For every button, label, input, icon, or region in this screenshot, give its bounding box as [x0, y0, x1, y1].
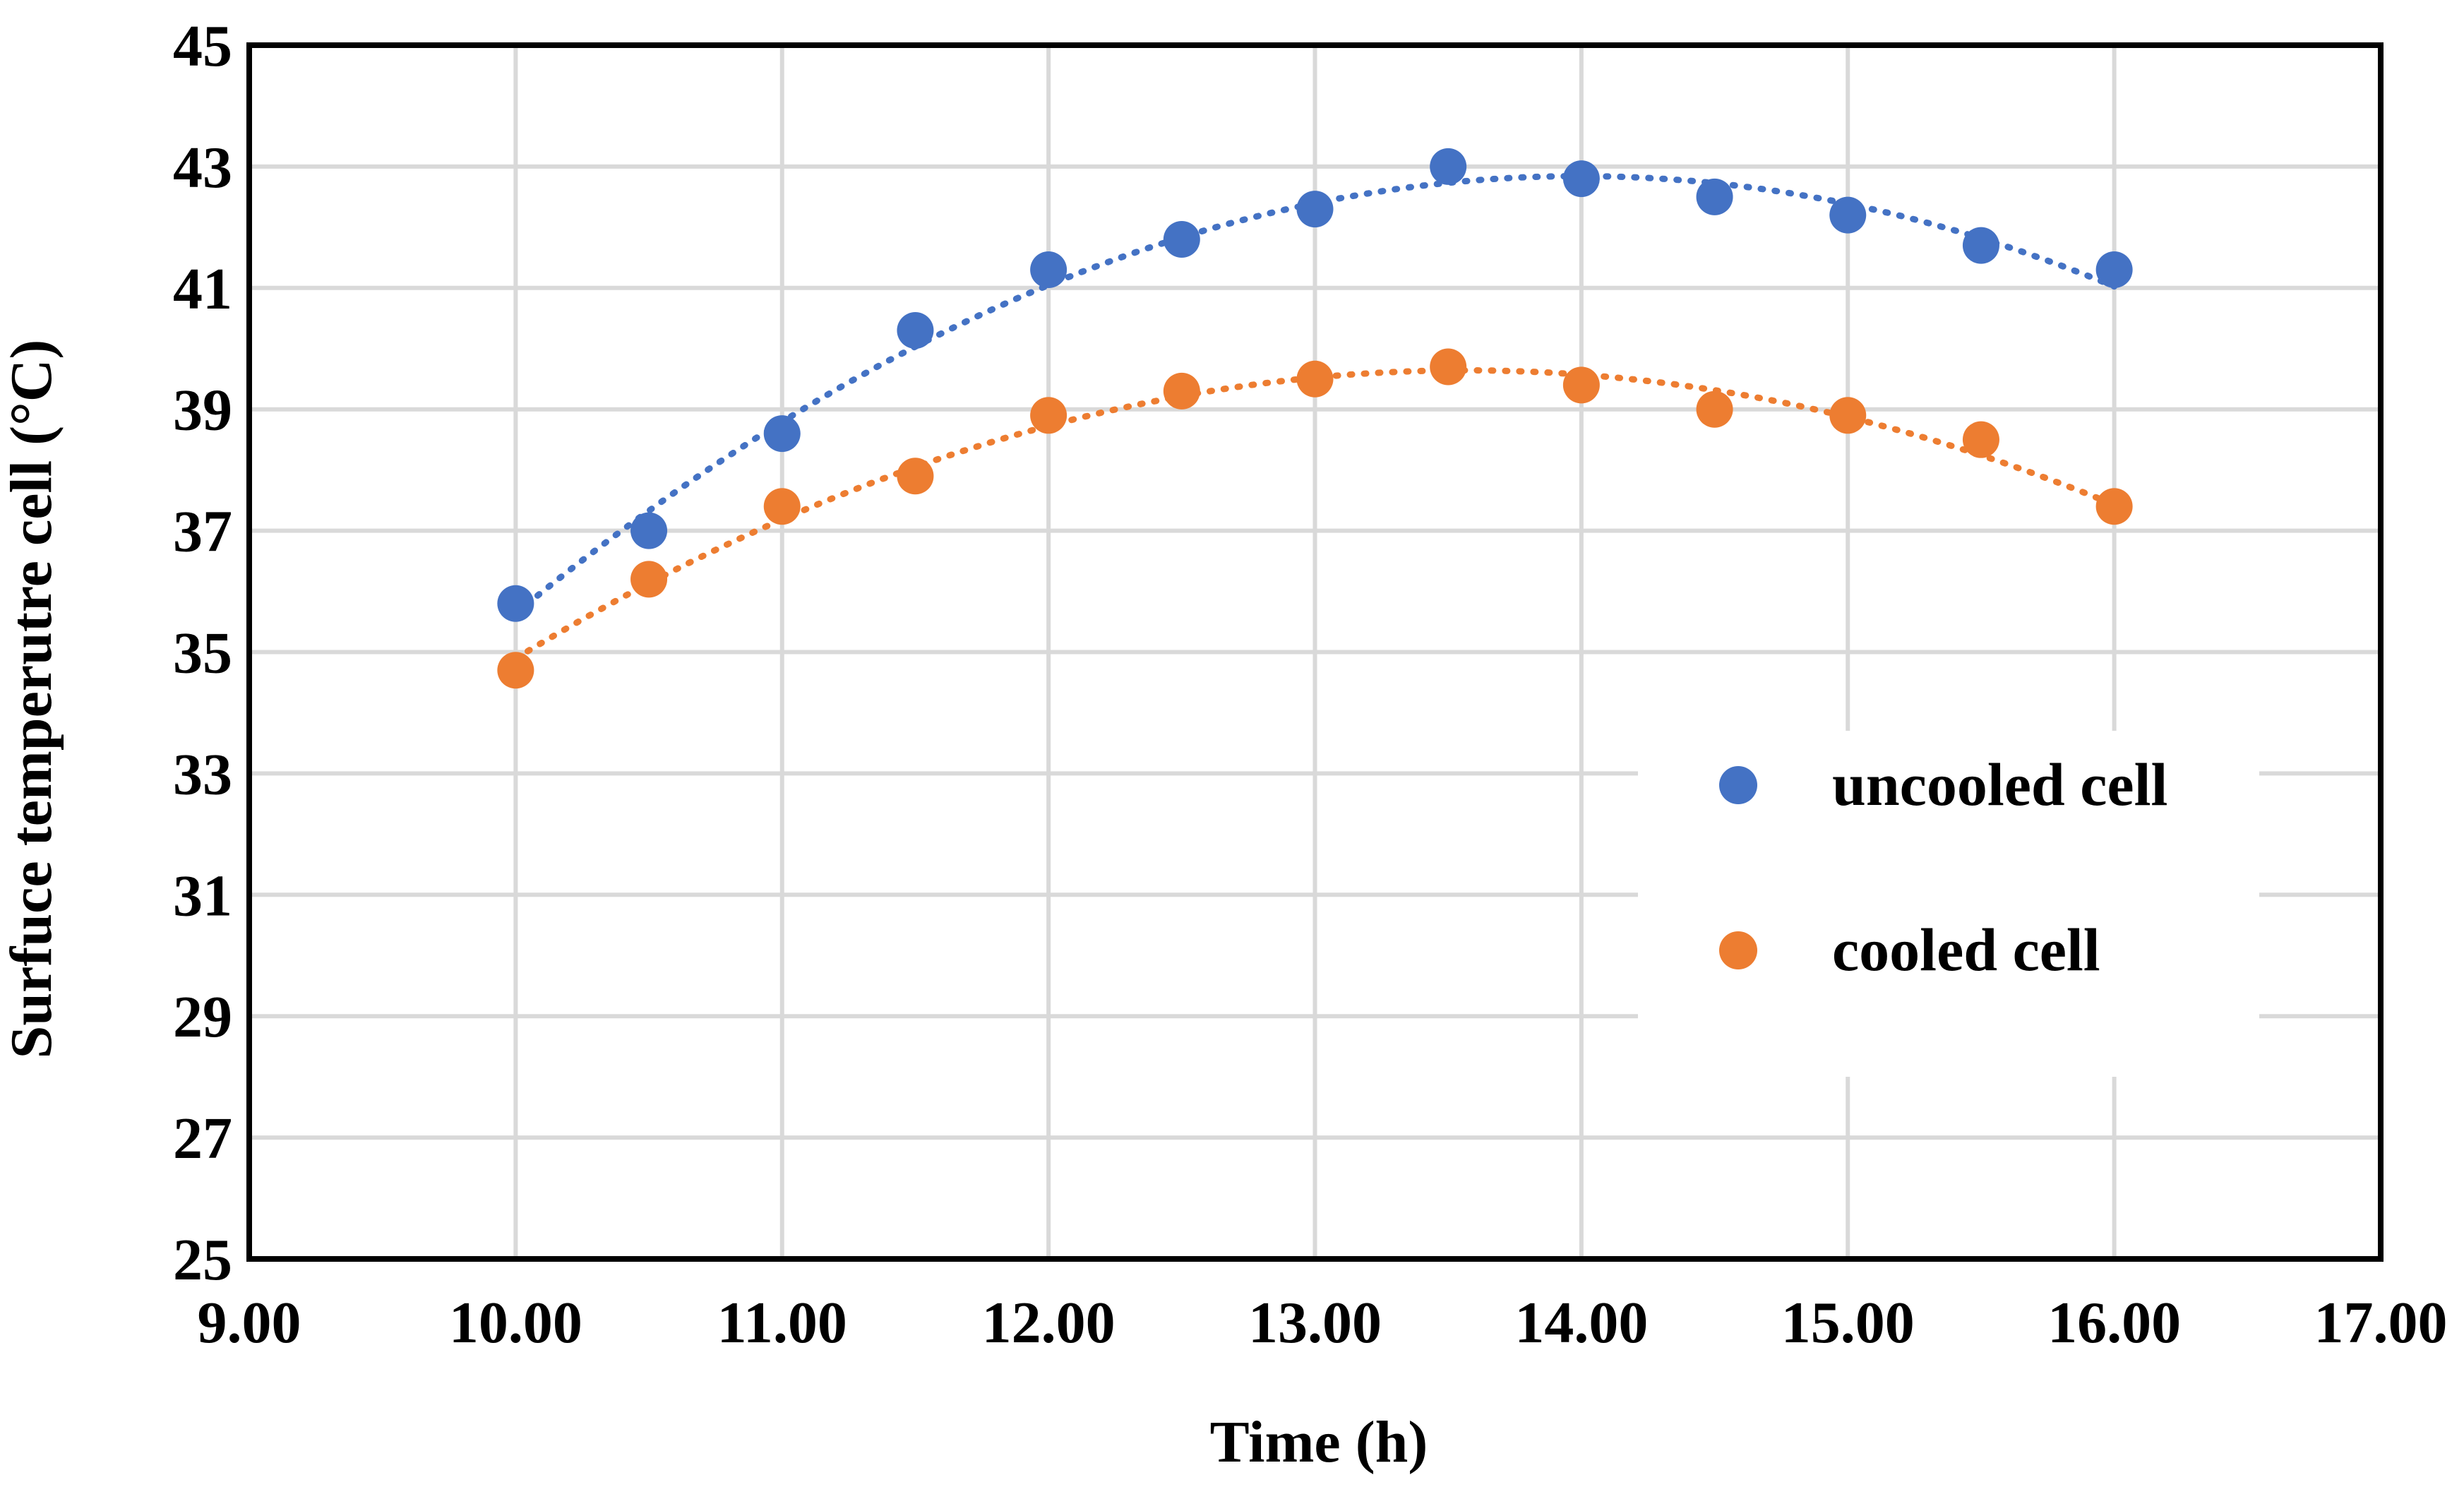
- data-point-cooled: [2095, 488, 2133, 525]
- data-point-uncooled: [1030, 251, 1067, 289]
- legend-marker-cooled: [1719, 931, 1757, 969]
- x-tick-label: 10.00: [449, 1290, 582, 1356]
- y-tick-label: 35: [173, 621, 232, 686]
- data-point-cooled: [763, 488, 801, 525]
- data-point-cooled: [1163, 372, 1200, 410]
- data-point-uncooled: [1696, 178, 1733, 215]
- y-tick-label: 37: [173, 499, 232, 565]
- data-point-cooled: [1296, 360, 1334, 398]
- x-axis-title: Time (h): [1210, 1409, 1428, 1475]
- data-point-cooled: [1696, 390, 1733, 428]
- data-point-uncooled: [1430, 148, 1467, 185]
- y-tick-label: 27: [173, 1106, 232, 1171]
- data-point-uncooled: [1962, 227, 1999, 264]
- data-point-cooled: [1430, 348, 1467, 386]
- data-point-cooled: [630, 561, 668, 598]
- data-point-uncooled: [2095, 251, 2133, 289]
- y-tick-label: 39: [173, 378, 232, 443]
- x-tick-label: 11.00: [717, 1290, 847, 1356]
- data-point-cooled: [1962, 421, 1999, 458]
- y-tick-label: 43: [173, 135, 232, 201]
- data-point-cooled: [1562, 366, 1600, 404]
- y-tick-label: 41: [173, 256, 232, 322]
- y-tick-label: 25: [173, 1227, 232, 1293]
- data-point-uncooled: [897, 311, 934, 349]
- y-tick-label: 45: [173, 13, 232, 79]
- legend-label-cooled: cooled cell: [1832, 916, 2100, 984]
- y-axis-title: Surfuce temperutre cell (°C): [0, 340, 64, 1059]
- legend: uncooled cell cooled cell: [1719, 751, 2167, 984]
- x-tick-label: 16.00: [2047, 1290, 2181, 1356]
- data-point-uncooled: [630, 512, 668, 549]
- y-tick-label: 29: [173, 984, 232, 1050]
- data-point-cooled: [497, 652, 534, 689]
- x-tick-label: 13.00: [1248, 1290, 1382, 1356]
- plot-area-border: [246, 42, 2384, 1262]
- data-point-cooled: [897, 458, 934, 495]
- x-tick-label: 9.00: [198, 1290, 301, 1356]
- legend-label-uncooled: uncooled cell: [1832, 751, 2167, 818]
- x-tick-label: 17.00: [2314, 1290, 2448, 1356]
- data-point-uncooled: [497, 585, 534, 622]
- x-tick-label: 14.00: [1514, 1290, 1648, 1356]
- y-tick-label: 31: [173, 863, 232, 928]
- x-tick-label: 15.00: [1781, 1290, 1915, 1356]
- data-point-uncooled: [1829, 196, 1867, 234]
- data-point-cooled: [1829, 397, 1867, 434]
- data-points: [497, 148, 2133, 689]
- tick-labels: 25 27 29 31 33 35 37 39 41 43 45 9.00 10.00 11.00 12.0…: [173, 13, 2448, 1356]
- data-point-uncooled: [1163, 221, 1200, 258]
- data-point-uncooled: [1296, 191, 1334, 228]
- data-point-cooled: [1030, 397, 1067, 434]
- y-tick-label: 33: [173, 741, 232, 807]
- data-point-uncooled: [763, 415, 801, 453]
- data-point-uncooled: [1562, 160, 1600, 198]
- legend-marker-uncooled: [1719, 766, 1757, 804]
- x-tick-label: 12.00: [982, 1290, 1116, 1356]
